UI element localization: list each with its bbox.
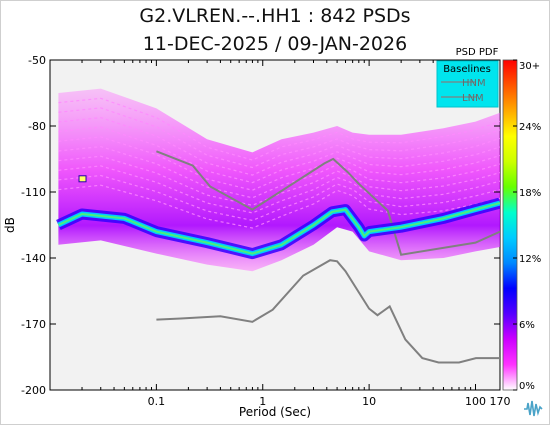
lnm-curve — [156, 259, 500, 364]
x-tick-label: 1 — [259, 395, 266, 408]
psd-trace — [58, 174, 500, 222]
y-tick-label: -170 — [21, 318, 46, 331]
legend-entry: HNM — [462, 78, 486, 89]
chart-subtitle: 11-DEC-2025 / 09-JAN-2026 — [142, 33, 408, 55]
pdf-marker — [78, 175, 87, 183]
hnm-curve — [156, 150, 500, 256]
chart-title: G2.VLREN.--.HH1 : 842 PSDs — [139, 5, 411, 27]
psd-trace — [58, 145, 500, 199]
colorbar-tick-label: 24% — [519, 122, 541, 133]
logo-icon — [522, 397, 544, 419]
legend-entry: LNM — [462, 93, 484, 104]
psd-trace — [58, 136, 500, 191]
psd-trace — [58, 97, 500, 161]
y-tick-label: -140 — [21, 252, 46, 265]
colorbar-title: PSD PDF — [456, 47, 499, 58]
psd-trace — [58, 155, 500, 206]
x-axis-label: Period (Sec) — [239, 405, 311, 419]
psd-trace — [58, 165, 500, 214]
y-tick-label: -110 — [21, 186, 46, 199]
legend-box — [436, 60, 499, 108]
y-tick-label: -200 — [21, 384, 46, 397]
legend-title: Baselines — [443, 64, 491, 75]
x-tick-label: 10 — [362, 395, 376, 408]
y-tick-label: -80 — [28, 120, 46, 133]
colorbar-tick-label: 30+ — [519, 61, 540, 72]
psd-trace — [58, 126, 500, 184]
colorbar-tick-label: 0% — [519, 381, 535, 392]
x-tick-label: 170 — [490, 395, 511, 408]
y-axis-label: dB — [3, 217, 17, 233]
mode-peak — [57, 202, 500, 255]
x-tick-label: 0.1 — [148, 395, 166, 408]
psd-trace — [58, 184, 500, 229]
psd-trace — [58, 116, 500, 176]
psd-trace — [58, 107, 500, 169]
x-tick-label: 100 — [465, 395, 486, 408]
colorbar — [502, 59, 518, 391]
colorbar-tick-label: 18% — [519, 188, 541, 199]
colorbar-tick-label: 12% — [519, 254, 541, 265]
y-tick-label: -50 — [28, 54, 46, 67]
colorbar-tick-label: 6% — [519, 320, 535, 331]
